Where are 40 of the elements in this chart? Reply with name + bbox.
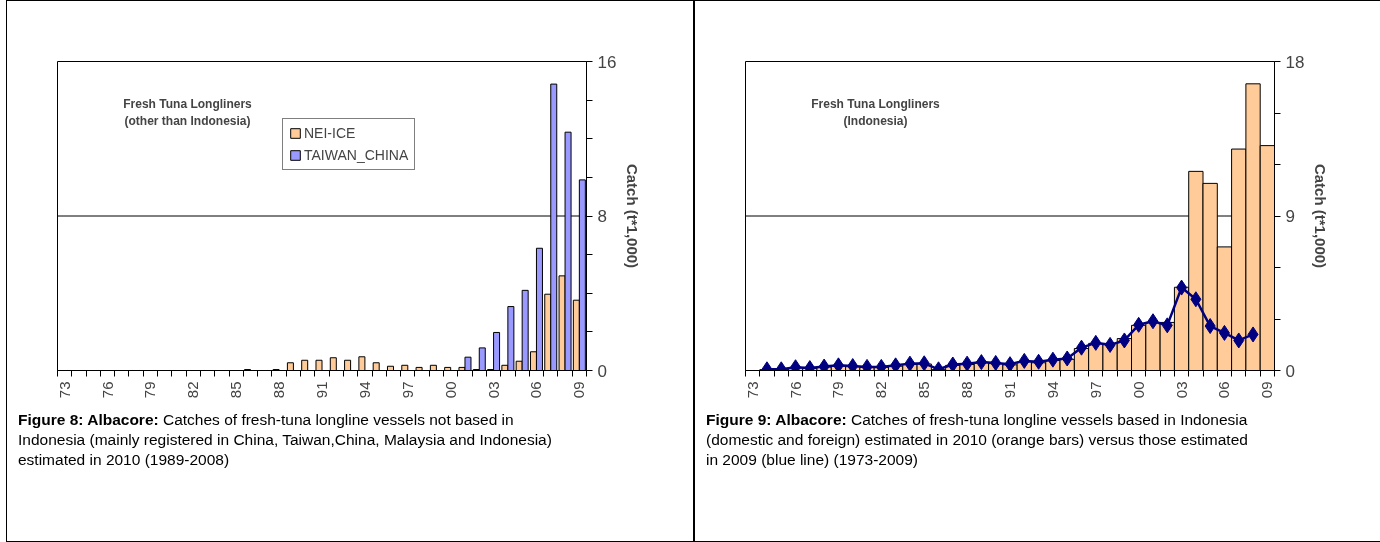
x-tick-label: 94	[355, 381, 373, 399]
x-tick-label: 94	[1043, 381, 1061, 399]
x-tick-label: 09	[1258, 381, 1276, 399]
x-tick-label: 76	[98, 381, 116, 399]
x-tick-label: 97	[1086, 381, 1104, 399]
caption: Figure 9: Albacore:	[706, 411, 847, 428]
x-tick-label: 85	[227, 381, 245, 399]
x-tick-label: 06	[1215, 381, 1233, 399]
x-tick-label: 82	[872, 381, 890, 399]
y-axis-title: Catch (t*1,000)	[624, 163, 642, 269]
x-tick-label: 03	[1172, 381, 1190, 399]
x-tick-label: 73	[55, 381, 73, 399]
caption: Figure 8: Albacore:	[18, 411, 159, 428]
x-tick-label: 88	[270, 381, 288, 399]
x-tick-label: 82	[184, 381, 202, 399]
x-tick-label: 03	[484, 381, 502, 399]
x-tick-label: 79	[141, 381, 159, 399]
y-tick-label: 18	[1285, 52, 1305, 72]
y-tick-label: 8	[597, 207, 607, 226]
x-tick-label: 91	[1001, 381, 1018, 399]
x-tick-label: 88	[958, 381, 976, 399]
x-tick-label: 00	[441, 381, 459, 399]
x-tick-label: 73	[743, 381, 761, 399]
x-tick-label: 76	[786, 381, 804, 399]
x-tick-label: 06	[527, 381, 545, 399]
y-tick-label: 0	[597, 361, 607, 381]
y-tick-label: 0	[1285, 361, 1295, 381]
legend-label: NEI-ICE	[304, 125, 356, 141]
x-tick-label: 85	[915, 381, 933, 399]
annotation: Fresh Tuna Longliners (Indonesia)	[811, 96, 941, 128]
legend-label: TAIWAN_CHINA	[304, 147, 409, 163]
x-tick-label: 79	[829, 381, 847, 399]
y-tick-label: 9	[1285, 207, 1295, 226]
x-tick-label: 00	[1129, 381, 1147, 399]
x-tick-label: 09	[570, 381, 588, 399]
annotation: Fresh Tuna Longliners (other than Indonesia)	[123, 96, 253, 128]
x-tick-label: 97	[398, 381, 416, 399]
y-tick-label: 16	[597, 52, 617, 72]
x-tick-label: 91	[313, 381, 330, 399]
y-axis-title: Catch (t*1,000)	[1312, 163, 1330, 269]
